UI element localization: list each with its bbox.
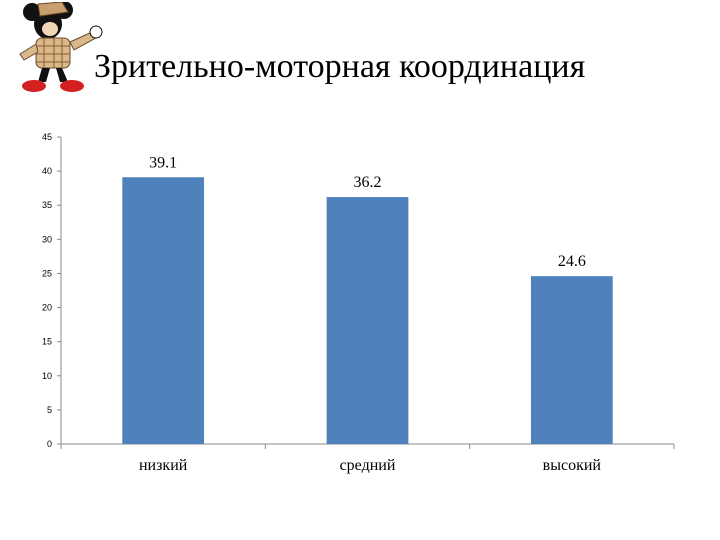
data-label: 24.6 xyxy=(558,253,586,270)
slide-title: Зрительно-моторная координация xyxy=(94,48,586,85)
y-tick-label: 20 xyxy=(42,303,52,313)
data-label: 39.1 xyxy=(149,154,177,171)
y-tick-label: 35 xyxy=(42,200,52,210)
data-label: 36.2 xyxy=(354,174,382,191)
x-axis: низкий средний высокий xyxy=(60,443,675,474)
bar-3 xyxy=(530,276,613,444)
x-tick-label: низкий xyxy=(139,457,188,474)
y-tick-label: 40 xyxy=(42,166,52,176)
bar-2 xyxy=(326,197,409,444)
y-tick-label: 0 xyxy=(47,439,52,449)
y-axis: 0 5 10 15 20 25 30 35 40 45 xyxy=(42,132,62,449)
y-tick-label: 10 xyxy=(42,371,52,381)
mascot-logo xyxy=(10,1,110,97)
y-tick-label: 30 xyxy=(42,234,52,244)
mascot-drawing xyxy=(19,1,103,92)
bar-series xyxy=(122,177,613,445)
x-tick-label: средний xyxy=(340,457,396,474)
bar-1 xyxy=(122,177,205,445)
data-labels: 39.1 36.2 24.6 xyxy=(149,154,586,270)
x-tick-label: высокий xyxy=(543,457,602,474)
y-tick-label: 25 xyxy=(42,268,52,278)
y-tick-label: 5 xyxy=(47,405,52,415)
y-tick-label: 15 xyxy=(42,337,52,347)
y-tick-label: 45 xyxy=(42,132,52,142)
